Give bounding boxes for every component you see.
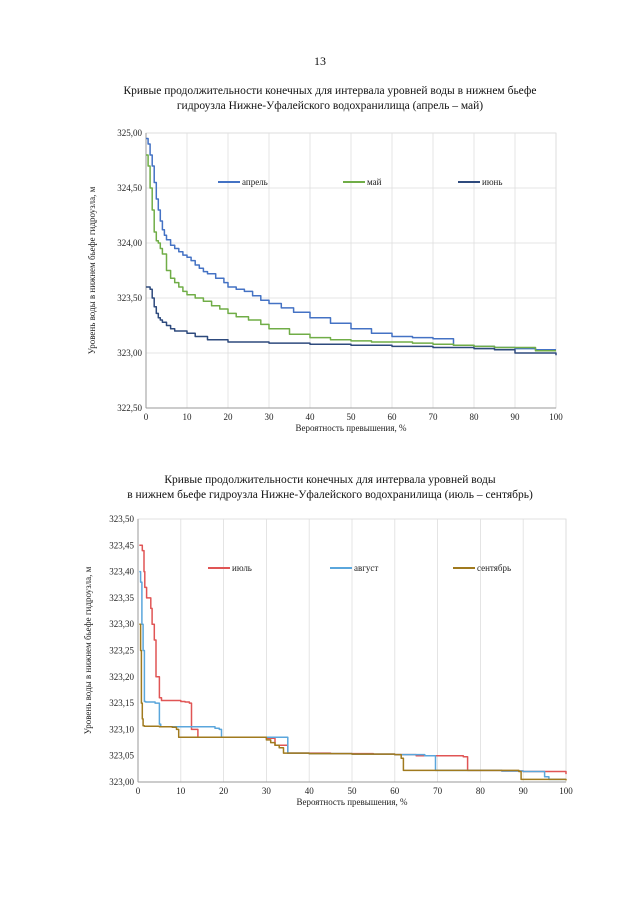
chart2-x-tick-label: 20 xyxy=(219,786,229,796)
chart2-legend-label-3: сентябрь xyxy=(477,563,511,573)
chart1-y-axis-label: Уровень воды в нижнем бьефе гидроузла, м xyxy=(87,186,97,354)
chart1-x-tick-label: 90 xyxy=(511,412,521,422)
chart1-x-axis-label: Вероятность превышения, % xyxy=(295,423,407,433)
chart1-x-tick-label: 10 xyxy=(183,412,193,422)
chart2-y-axis-label: Уровень воды в нижнем бьефе гидроузла, м xyxy=(83,566,93,734)
chart1-legend-label-1: апрель xyxy=(242,177,268,187)
chart2-x-tick-label: 40 xyxy=(305,786,315,796)
chart1-legend-label-2: май xyxy=(367,177,382,187)
chart1-series-3-line xyxy=(146,286,557,356)
chart2-series-3-line xyxy=(139,623,567,781)
chart2-y-tick-label: 323,00 xyxy=(109,777,134,787)
chart2-x-tick-label: 0 xyxy=(136,786,141,796)
chart1-series-2-line xyxy=(146,154,556,352)
chart1-x-tick-label: 20 xyxy=(224,412,234,422)
chart2-x-tick-label: 100 xyxy=(559,786,573,796)
chart1-x-tick-label: 0 xyxy=(144,412,149,422)
chart2-series-1-line xyxy=(139,544,567,775)
chart2-x-tick-label: 80 xyxy=(476,786,486,796)
chart1-y-tick-label: 324,00 xyxy=(117,238,142,248)
chart2-title: Кривые продолжительности конечных для ин… xyxy=(60,473,600,503)
chart1-x-tick-label: 60 xyxy=(388,412,398,422)
chart2-series-2-line xyxy=(139,570,566,781)
chart2-x-tick-label: 30 xyxy=(262,786,272,796)
chart2-y-tick-label: 323,35 xyxy=(109,593,134,603)
chart1-x-tick-label: 30 xyxy=(265,412,275,422)
chart1-y-tick-label: 324,50 xyxy=(117,183,142,193)
chart2-y-tick-label: 323,05 xyxy=(109,751,134,761)
chart2-x-tick-label: 60 xyxy=(390,786,400,796)
chart2-title-line-1: Кривые продолжительности конечных для ин… xyxy=(164,474,496,486)
chart1-x-tick-label: 100 xyxy=(549,412,563,422)
chart2-y-tick-label: 323,40 xyxy=(109,567,134,577)
chart2-y-tick-label: 323,50 xyxy=(109,514,134,524)
chart1-x-tick-label: 40 xyxy=(306,412,316,422)
chart2-y-tick-label: 323,45 xyxy=(109,540,134,550)
chart1-y-tick-label: 325,00 xyxy=(117,128,142,138)
page-number: 13 xyxy=(314,54,326,68)
chart1-legend-label-3: июнь xyxy=(482,177,502,187)
chart1-y-tick-label: 323,50 xyxy=(117,293,142,303)
chart1-title-line-1: Кривые продолжительности конечных для ин… xyxy=(123,85,537,97)
chart2-y-tick-label: 323,10 xyxy=(109,724,134,734)
chart2-title-line-2: в нижнем бьефе гидроузла Нижне-Уфалейско… xyxy=(127,489,533,501)
chart2-y-tick-label: 323,30 xyxy=(109,619,134,629)
chart2-x-tick-label: 10 xyxy=(176,786,186,796)
chart2-legend-label-2: август xyxy=(354,563,378,573)
chart1-series-1-line xyxy=(146,137,556,351)
chart1-x-tick-label: 80 xyxy=(470,412,480,422)
chart2-x-tick-label: 90 xyxy=(519,786,529,796)
chart2-y-tick-label: 323,15 xyxy=(109,698,134,708)
chart1-y-tick-label: 323,00 xyxy=(117,348,142,358)
chart1-title-line-2: гидроузла Нижне-Уфалейского водохранилищ… xyxy=(176,100,484,112)
chart2-x-axis-label: Вероятность превышения, % xyxy=(296,797,408,807)
chart1-title: Кривые продолжительности конечных для ин… xyxy=(60,84,600,114)
chart2-x-tick-label: 50 xyxy=(348,786,358,796)
chart2-x-tick-label: 70 xyxy=(433,786,443,796)
chart1-x-tick-label: 50 xyxy=(347,412,357,422)
chart2-legend-label-1: июль xyxy=(232,563,252,573)
chart1-y-tick-label: 322,50 xyxy=(117,403,142,413)
chart1-x-tick-label: 70 xyxy=(429,412,439,422)
chart2-y-tick-label: 323,25 xyxy=(109,646,134,656)
chart2-y-tick-label: 323,20 xyxy=(109,672,134,682)
